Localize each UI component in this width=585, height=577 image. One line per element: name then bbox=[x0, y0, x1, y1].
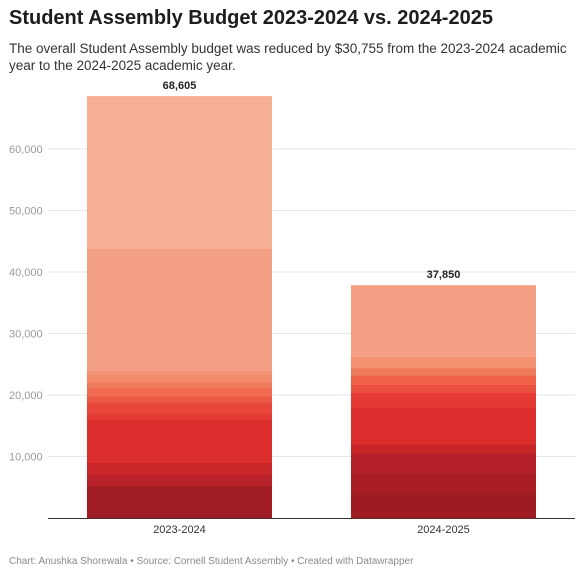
bar-segment bbox=[87, 486, 272, 514]
bar-segment bbox=[351, 392, 536, 408]
bar-segment bbox=[87, 462, 272, 476]
bar-segment bbox=[351, 407, 536, 445]
bar-segment bbox=[351, 367, 536, 376]
bar-segment bbox=[351, 473, 536, 494]
bar-segment bbox=[87, 374, 272, 383]
bar-segment bbox=[351, 444, 536, 454]
y-tick-label: 10,000 bbox=[9, 452, 43, 464]
bar-segment bbox=[87, 513, 272, 519]
bar-segment bbox=[87, 370, 272, 376]
y-tick-label: 30,000 bbox=[9, 329, 43, 341]
bar-segment bbox=[87, 382, 272, 389]
labels: 10,000 20,000 30,000 40,000 50,000 60,000 2023… bbox=[9, 80, 470, 536]
bar-segment bbox=[87, 474, 272, 487]
bar-segment bbox=[87, 388, 272, 397]
y-tick-label: 60,000 bbox=[9, 144, 43, 156]
chart-subtitle: The overall Student Assembly budget was … bbox=[9, 41, 567, 73]
bar-segment bbox=[87, 402, 272, 414]
bar-segment bbox=[351, 285, 536, 358]
bar-segment bbox=[87, 419, 272, 463]
bar-segment bbox=[351, 384, 536, 393]
y-tick-label: 20,000 bbox=[9, 390, 43, 402]
x-tick-label: 2024-2025 bbox=[417, 524, 470, 536]
chart-title: Student Assembly Budget 2023-2024 vs. 20… bbox=[9, 7, 493, 29]
y-tick-label: 40,000 bbox=[9, 267, 43, 279]
chart-footer: Chart: Anushka Shorewala • Source: Corne… bbox=[9, 556, 414, 567]
bar-segment bbox=[351, 356, 536, 369]
bar-segment bbox=[351, 493, 536, 519]
bar-segment bbox=[351, 453, 536, 474]
bar-segment bbox=[87, 396, 272, 403]
bar-segment bbox=[87, 96, 272, 249]
bar-segment bbox=[87, 413, 272, 420]
bar-segment bbox=[87, 248, 272, 371]
total-label: 68,605 bbox=[163, 80, 197, 92]
bar-segment bbox=[351, 375, 536, 385]
total-label: 37,850 bbox=[427, 269, 461, 281]
x-tick-label: 2023-2024 bbox=[153, 524, 206, 536]
y-tick-label: 50,000 bbox=[9, 206, 43, 218]
bars bbox=[87, 96, 536, 519]
chart-area: 10,000 20,000 30,000 40,000 50,000 60,000 2023… bbox=[9, 80, 575, 536]
